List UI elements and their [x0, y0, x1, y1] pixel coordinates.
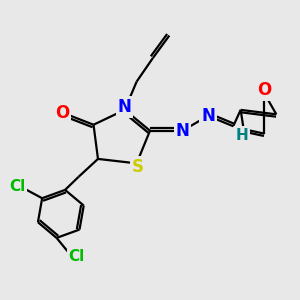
Text: N: N [176, 122, 190, 140]
Text: Cl: Cl [9, 179, 26, 194]
Text: Cl: Cl [68, 249, 85, 264]
Text: H: H [236, 128, 248, 142]
Text: S: S [132, 158, 144, 176]
Text: N: N [118, 98, 132, 116]
Text: O: O [257, 81, 272, 99]
Text: N: N [201, 107, 215, 125]
Text: O: O [55, 104, 69, 122]
